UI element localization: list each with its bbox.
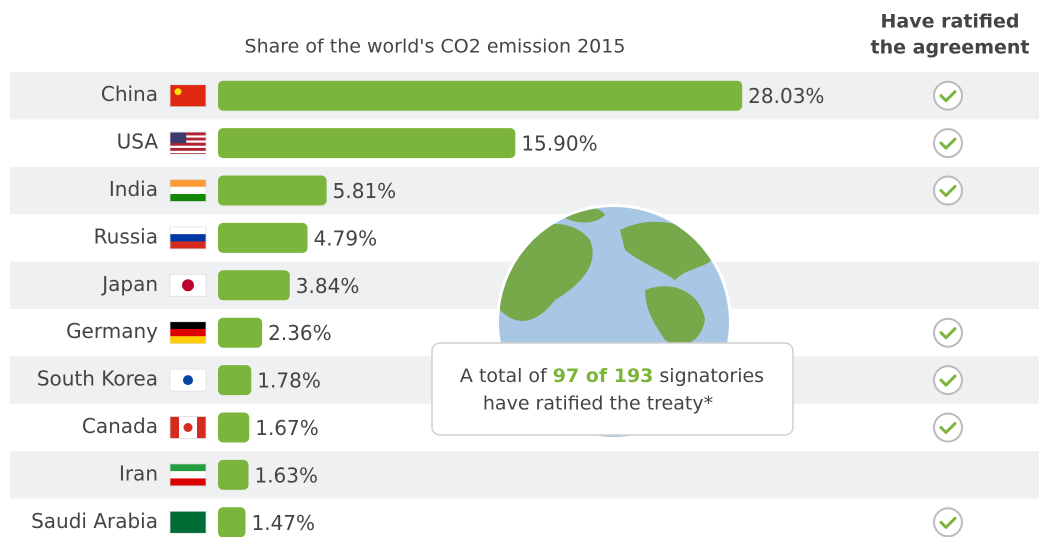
flag-border	[169, 131, 207, 155]
flag-part	[170, 321, 206, 330]
row-backgrounds: China 28.03% USA 15.90% India 5.81% Russia 4.79…	[10, 72, 1039, 537]
flag-part	[170, 135, 206, 138]
category-label: Saudi Arabia	[31, 509, 158, 533]
flag-part	[170, 336, 206, 344]
annotation-text: A total of	[460, 365, 548, 387]
flag-border	[169, 463, 207, 487]
check-mark	[939, 374, 957, 387]
check-circle	[933, 80, 963, 111]
category-label: Iran	[119, 461, 158, 485]
flag-part	[197, 416, 206, 439]
check-circle	[933, 317, 963, 348]
flag-border	[169, 179, 207, 202]
check-circle	[933, 175, 963, 206]
flag-part	[183, 375, 193, 386]
value-label: 1.67%	[255, 416, 319, 440]
bar	[218, 128, 516, 159]
annotation-box	[431, 342, 794, 436]
bar	[218, 459, 249, 490]
flag-part	[170, 234, 206, 242]
bar	[218, 80, 743, 111]
flag-part	[170, 241, 206, 249]
bar	[218, 317, 263, 348]
check-mark	[939, 422, 957, 434]
check-circle	[933, 365, 963, 396]
bar	[218, 507, 246, 537]
bar	[218, 222, 308, 253]
flag-part	[182, 279, 194, 292]
flag-border	[169, 84, 207, 108]
category-label: Japan	[100, 272, 158, 296]
check-circle	[933, 507, 963, 537]
flag-border	[169, 510, 207, 534]
flag-part	[170, 511, 206, 534]
column-header: the agreement	[871, 37, 1030, 59]
value-label: 1.78%	[257, 369, 321, 393]
row-background	[10, 451, 1039, 499]
row-background	[10, 166, 1039, 215]
flag-part	[170, 328, 206, 337]
check-mark	[939, 90, 957, 103]
check-circle	[933, 128, 963, 159]
category-label: Canada	[82, 414, 158, 438]
category-label: USA	[117, 130, 159, 154]
bar	[218, 175, 327, 206]
category-label: Germany	[66, 319, 158, 343]
value-label: 28.03%	[748, 84, 824, 108]
annotation-highlight: 97 of 193	[553, 365, 654, 387]
category-label: India	[109, 177, 158, 201]
flag-part	[170, 471, 206, 479]
annotation-line: have ratified the treaty*	[483, 393, 713, 415]
flag-part	[170, 478, 206, 486]
category-label: Russia	[94, 224, 158, 248]
value-label: 2.36%	[268, 321, 332, 345]
flag-border	[169, 226, 207, 250]
chart-title: Share of the world's CO2 emission 2015	[245, 36, 626, 58]
flag-part	[170, 145, 206, 148]
bar	[218, 270, 290, 301]
category-label: South Korea	[37, 367, 158, 391]
flag-part	[170, 84, 206, 107]
value-label: 15.90%	[521, 132, 597, 156]
flag-border	[169, 416, 207, 439]
annotation-line: A total of 97 of 193 signatories	[460, 365, 764, 387]
value-label: 1.63%	[254, 463, 318, 487]
flag-part	[170, 150, 206, 153]
flag-part	[183, 423, 193, 432]
annotation-text: signatories	[659, 365, 764, 387]
flag-border	[169, 321, 207, 345]
flag-part	[170, 179, 206, 187]
check-mark	[939, 137, 957, 150]
flag-border	[169, 368, 207, 392]
check-circle	[933, 412, 963, 443]
check-mark	[939, 327, 957, 340]
flag-part	[170, 140, 206, 143]
value-label: 4.79%	[314, 226, 378, 250]
flag-part	[170, 463, 206, 472]
flag-part	[170, 132, 187, 144]
value-label: 3.84%	[296, 274, 360, 298]
bar	[218, 365, 252, 396]
bar	[218, 412, 250, 443]
value-label: 5.81%	[333, 179, 397, 203]
check-mark	[939, 516, 957, 529]
column-header: Have ratified	[881, 11, 1020, 33]
flag-part	[170, 186, 206, 195]
check-mark	[939, 185, 957, 197]
value-label: 1.47%	[251, 511, 315, 535]
flag-part	[170, 194, 206, 202]
flag-border	[169, 273, 207, 297]
flag-part	[170, 226, 206, 235]
flag-part	[170, 416, 179, 439]
category-label: China	[101, 82, 158, 106]
flag-part	[174, 88, 182, 96]
